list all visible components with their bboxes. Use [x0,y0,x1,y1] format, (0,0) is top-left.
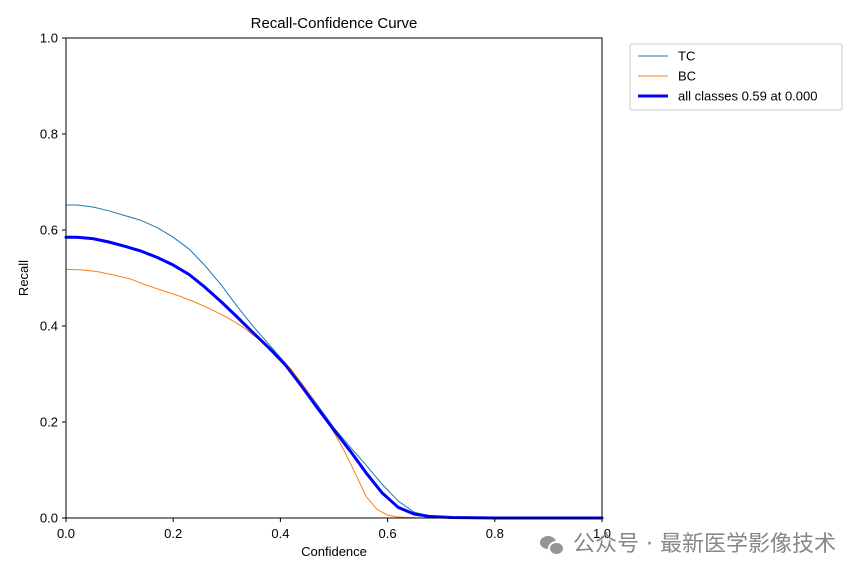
plot-background [66,38,602,518]
x-tick-label-0: 0.0 [57,526,75,541]
series-line-1 [65,268,603,519]
y-tick-label-2: 0.4 [40,319,58,334]
y-axis-label: Recall [16,260,31,296]
y-tick-label-3: 0.6 [40,223,58,238]
legend-box [629,43,843,111]
x-tick-label-5: 1.0 [593,526,611,541]
y-tick-label-0: 0.0 [40,511,58,526]
x-tick-label-1: 0.2 [164,526,182,541]
legend-label-1: BC [678,69,696,84]
x-axis-label: Confidence [301,544,367,559]
plot-frame [65,37,603,519]
plot-area: 0.0 0.2 0.4 0.6 0.8 1.0 0.0 0.2 0.4 0.6 0.8 1.0 Reca… [16,15,611,559]
legend: TC BC all classes 0.59 at 0.000 [629,43,843,111]
x-tick-label-3: 0.6 [379,526,397,541]
x-tick-label-2: 0.4 [271,526,289,541]
y-tick-label-1: 0.2 [40,415,58,430]
y-tick-label-4: 0.8 [40,127,58,142]
x-tick-label-4: 0.8 [486,526,504,541]
legend-label-2: all classes 0.59 at 0.000 [678,89,817,104]
y-tick-label-5: 1.0 [40,31,58,46]
legend-label-0: TC [678,49,695,64]
chart-title: Recall-Confidence Curve [251,15,418,32]
series-line-2 [64,235,604,520]
